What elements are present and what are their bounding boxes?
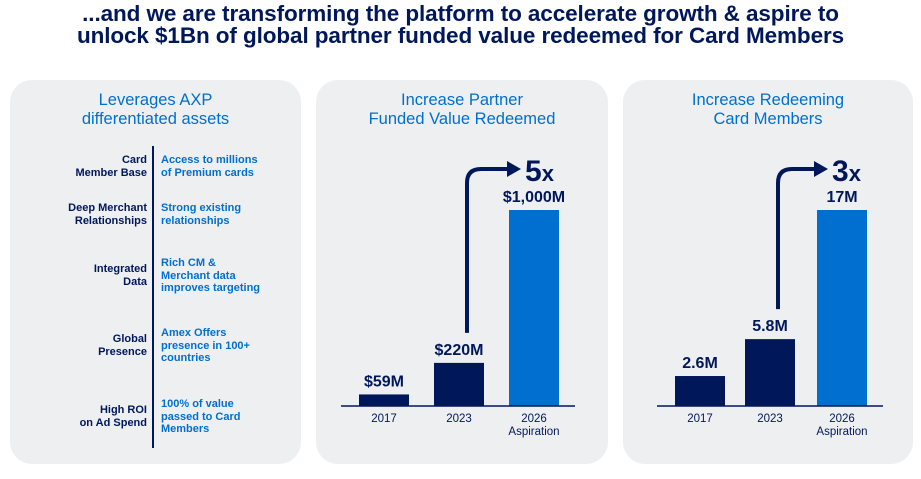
asset-label-line: High ROI <box>99 404 147 416</box>
growth-multiplier: 3x <box>832 155 862 188</box>
asset-description: Rich CM & Merchant data improves targeting <box>161 257 296 295</box>
asset-description-line: presence in 100+ <box>161 339 250 352</box>
growth-multiplier: 5x <box>525 155 555 188</box>
x-tick-label: Aspiration <box>816 426 867 438</box>
asset-label: Global Presence <box>17 333 147 358</box>
asset-label: High ROI on Ad Spend <box>17 404 147 429</box>
x-tick-label: 2017 <box>687 413 713 425</box>
funded-value-title: Increase Partner Funded Value Redeemed <box>316 91 608 129</box>
bar-value-label: $220M <box>435 342 484 359</box>
asset-row: Integrated Data Rich CM & Merchant data impr… <box>10 257 301 307</box>
card-members-title: Increase Redeeming Card Members <box>623 91 913 129</box>
card-members-title-line-1: Increase Redeeming <box>691 91 845 109</box>
asset-description-line: improves targeting <box>161 282 261 294</box>
asset-label-line: Integrated <box>93 263 147 275</box>
bar-value-label: $1,000M <box>503 189 565 206</box>
asset-description-line: relationships <box>161 214 230 227</box>
bar <box>509 210 559 406</box>
funded-value-card: Increase Partner Funded Value Redeemed $… <box>316 80 608 464</box>
x-tick-label: 2026 <box>521 413 547 425</box>
card-members-card: Increase Redeeming Card Members 2.6M 2017… <box>623 80 913 464</box>
growth-multiplier-number: 3 <box>832 155 849 188</box>
growth-multiplier-number: 5 <box>525 155 542 188</box>
asset-row: Deep Merchant Relationships Strong existin… <box>10 202 301 252</box>
asset-row: Card Member Base Access to millions of Prem… <box>10 154 301 204</box>
asset-description: Amex Offers presence in 100+ countries <box>161 327 296 365</box>
x-tick-label: 2023 <box>757 413 783 425</box>
bar-value-label: 5.8M <box>752 318 788 335</box>
asset-label: Integrated Data <box>17 263 147 288</box>
asset-label-line: Deep Merchant <box>68 202 147 214</box>
assets-title-line-1: Leverages AXP <box>98 91 213 109</box>
asset-label: Card Member Base <box>17 154 147 179</box>
bar <box>745 339 795 406</box>
bar <box>817 210 867 406</box>
assets-title-line-2: differentiated assets <box>81 110 230 128</box>
growth-arrow <box>465 167 511 333</box>
bar-value-label: 2.6M <box>682 355 718 372</box>
asset-row: Global Presence Amex Offers presence in 100… <box>10 327 301 377</box>
asset-label-line: Data <box>123 275 147 288</box>
bar <box>675 376 725 406</box>
bar-value-label: $59M <box>364 373 404 390</box>
x-tick-label: 2026 <box>829 413 855 425</box>
headline-line-2: unlock $1Bn of global partner funded val… <box>76 23 845 48</box>
asset-description-line: of Premium cards <box>161 166 254 179</box>
headline-line-1: ...and we are transforming the platform … <box>82 1 839 26</box>
asset-description-line: countries <box>161 352 211 364</box>
x-tick-label: 2023 <box>446 413 472 425</box>
funded-value-title-line-2: Funded Value Redeemed <box>368 110 556 128</box>
asset-label: Deep Merchant Relationships <box>17 202 147 227</box>
growth-arrow <box>776 167 818 310</box>
asset-description-line: passed to Card <box>161 410 241 423</box>
asset-description: Strong existing relationships <box>161 202 296 227</box>
assets-card-title: Leverages AXP differentiated assets <box>10 91 301 129</box>
asset-description-line: Strong existing <box>161 202 242 214</box>
growth-arrow-head <box>507 161 521 177</box>
card-members-title-line-2: Card Members <box>713 110 823 128</box>
funded-value-title-line-1: Increase Partner <box>401 91 523 109</box>
asset-description: Access to millions of Premium cards <box>161 154 296 179</box>
asset-description-line: Merchant data <box>161 269 236 282</box>
bar-value-label: 17M <box>826 189 857 206</box>
headline: ...and we are transforming the platform … <box>0 1 921 48</box>
asset-description-line: Access to millions <box>161 154 258 166</box>
growth-multiplier-suffix: x <box>849 161 862 186</box>
growth-multiplier-suffix: x <box>542 161 555 186</box>
asset-label-line: on Ad Spend <box>79 416 147 429</box>
bar <box>434 362 484 406</box>
asset-row: High ROI on Ad Spend 100% of value passed t… <box>10 398 301 448</box>
bar <box>359 394 409 406</box>
asset-description-line: Members <box>161 423 210 435</box>
asset-label-line: Relationships <box>74 214 147 227</box>
asset-description-line: Rich CM & <box>161 257 216 269</box>
asset-label-line: Member Base <box>75 166 147 179</box>
asset-description: 100% of value passed to Card Members <box>161 398 296 436</box>
assets-divider <box>152 146 154 448</box>
asset-description-line: Amex Offers <box>161 327 227 339</box>
asset-description-line: 100% of value <box>161 398 234 410</box>
growth-arrow-head <box>814 161 828 177</box>
asset-label-line: Presence <box>98 345 147 358</box>
asset-label-line: Global <box>112 333 147 345</box>
assets-card: Leverages AXP differentiated assets Card… <box>10 80 301 464</box>
x-tick-label: 2017 <box>371 413 397 425</box>
x-tick-label: Aspiration <box>508 426 559 438</box>
asset-label-line: Card <box>121 154 147 166</box>
